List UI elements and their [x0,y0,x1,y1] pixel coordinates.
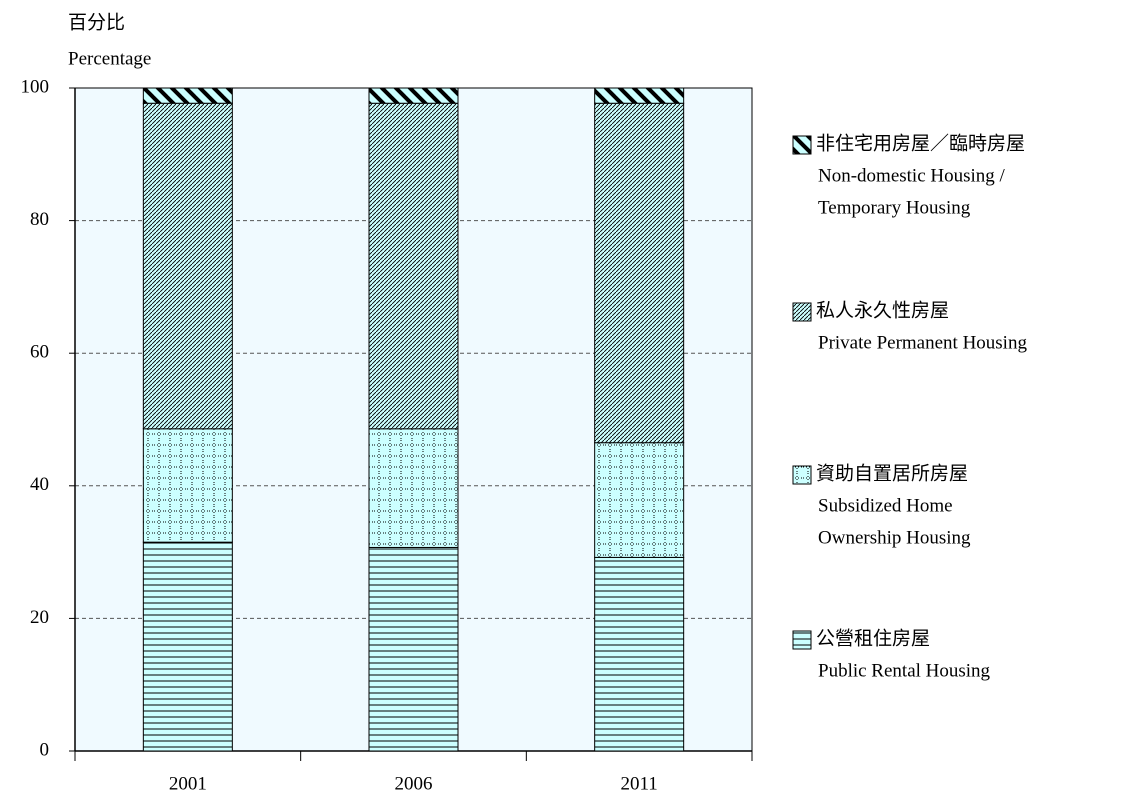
legend-swatch [792,135,812,155]
x-tick-label: 2011 [621,773,658,794]
y-axis-label: 百分比 [68,11,125,33]
bar-segment [142,428,233,543]
legend-label: 公營租住房屋 [816,627,930,649]
legend-label: 非住宅用房屋／臨時房屋 [816,132,1025,154]
legend-label: 資助自置居所房屋 [816,462,968,484]
bar-segment [368,428,459,548]
legend-swatch [792,465,812,485]
bar-segment [594,556,685,752]
y-axis-label: Percentage [68,48,151,69]
legend-label: Private Permanent Housing [818,332,1027,353]
legend-label: Subsidized Home [818,495,953,516]
bar-segment [368,87,459,104]
bar-segment [368,546,459,752]
bar-segment [594,102,685,444]
legend-label: Public Rental Housing [818,660,991,681]
y-tick-label: 40 [30,474,49,495]
legend-swatch [792,630,812,650]
bar-segment [368,102,459,430]
y-tick-label: 0 [40,739,50,760]
bar-segment [142,102,233,430]
bar-segment [594,87,685,104]
y-tick-label: 100 [21,76,50,97]
legend-label: Temporary Housing [818,197,971,218]
legend-label: Ownership Housing [818,527,971,548]
bar-segment [142,87,233,104]
legend-label: Non-domestic Housing / [818,165,1006,186]
bar-segment [142,541,233,752]
x-tick-label: 2001 [169,773,207,794]
bar-segment [594,442,685,558]
y-tick-label: 80 [30,209,49,230]
y-tick-label: 60 [30,342,49,363]
x-tick-label: 2006 [395,773,433,794]
legend-label: 私人永久性房屋 [816,299,949,321]
y-tick-label: 20 [30,607,49,628]
legend-swatch [792,302,812,322]
